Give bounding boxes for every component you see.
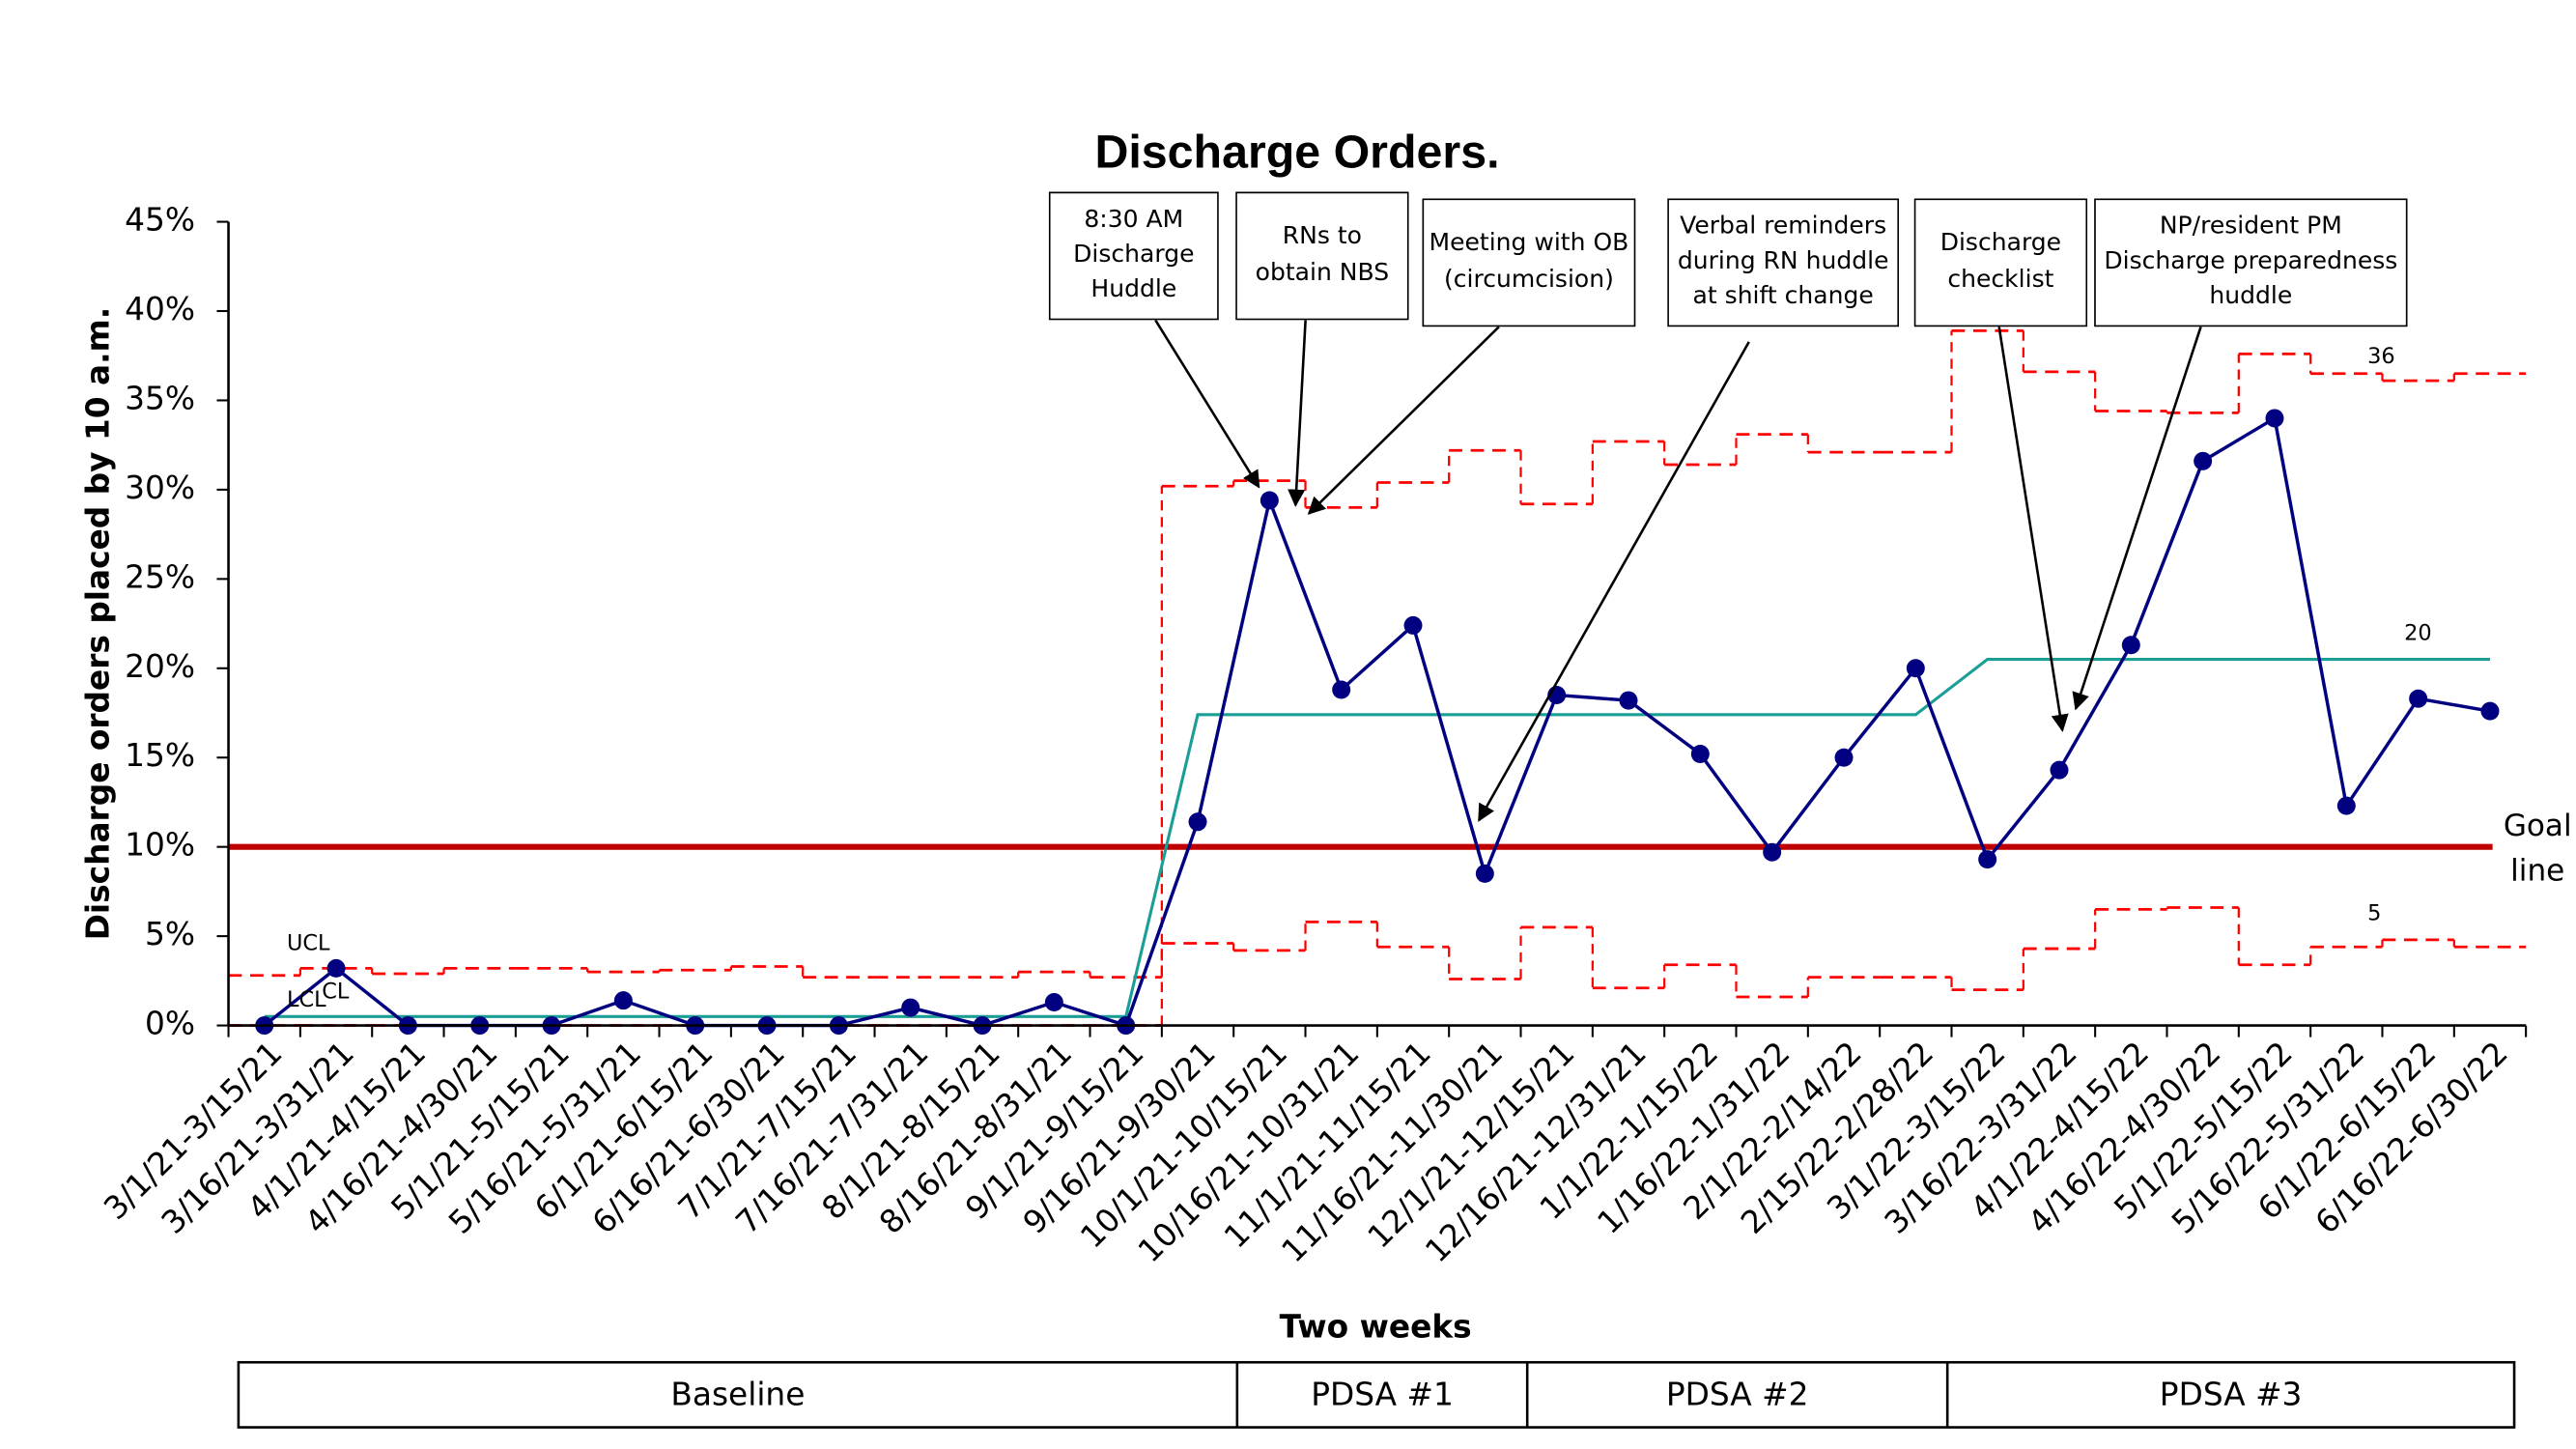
callout-frame: RNs to obtain NBS [1235,191,1409,321]
callout-arrow [2072,326,2202,711]
data-point [1332,680,1351,699]
callout-arrow [1288,320,1307,507]
data-point [1475,864,1494,883]
data-point [1834,748,1854,767]
callout-frame: NP/resident PM Discharge preparedness hu… [2094,198,2408,327]
data-point [1619,691,1638,710]
phase-label: PDSA #2 [1666,1377,1809,1413]
phase-label: Baseline [670,1377,805,1413]
y-tick-label: 10% [125,827,195,864]
y-tick-label: 35% [125,380,195,416]
line-label: LCL [287,987,326,1012]
line-label: 36 [2367,344,2395,369]
data-line [263,415,2491,1028]
y-tick-label: 5% [145,916,195,952]
callout-frame: 8:30 AM Discharge Huddle [1048,191,1219,321]
chart-title: Discharge Orders. [1094,126,1499,178]
line-label: 5 [2367,900,2381,925]
callout-arrow [1154,319,1260,489]
data-point [613,991,633,1010]
y-tick-label: 15% [125,737,195,774]
callout: 8:30 AM Discharge Huddle [1048,191,1219,321]
callout-frame: Verbal reminders during RN huddle at shi… [1667,198,1900,327]
data-point [326,958,346,978]
y-tick-label: 25% [125,558,195,595]
callout-frame: Discharge checklist [1913,198,2088,327]
data-point [1978,850,1997,869]
data-point [1260,491,1279,510]
data-point [2050,760,2069,780]
y-tick-label: 20% [125,648,195,685]
callout-frame: Meeting with OB (circumcision) [1422,198,1636,327]
y-tick-label: 0% [145,1006,195,1042]
data-point [1690,745,1710,764]
phase-label: PDSA #3 [2160,1377,2303,1413]
callout-arrow [1307,326,1500,515]
phase-table [237,1360,2516,1429]
goal-label-frame: Goal line [2503,808,2572,889]
y-axis-label: Discharge orders placed by 10 a.m. [80,307,117,940]
callout: Discharge checklist [1913,198,2088,327]
callout: Meeting with OB (circumcision) [1422,198,1636,327]
data-point [1403,615,1423,635]
callout-arrow [1478,341,1750,822]
data-point [1906,659,1925,678]
data-point [1188,812,1207,832]
callout: Verbal reminders during RN huddle at shi… [1667,198,1900,327]
phase-label: PDSA #1 [1311,1377,1454,1413]
center-line [264,657,2490,1018]
line-label: 20 [2404,620,2432,645]
callout-arrow [1997,327,2069,732]
y-tick-label: 45% [125,202,195,239]
callout: NP/resident PM Discharge preparedness hu… [2094,198,2408,327]
y-tick-label: 40% [125,291,195,327]
data-point [901,998,920,1017]
data-point [1763,842,1782,862]
x-axis-label: Two weeks [1280,1309,1472,1346]
data-point [2480,701,2500,721]
goal-label: Goal line [2503,808,2572,889]
data-point [2265,409,2284,428]
line-label: UCL [287,930,330,955]
data-point [2194,451,2213,470]
data-point [2409,689,2428,708]
data-point [2121,636,2140,655]
data-point [1044,993,1063,1012]
line-label: CL [322,980,350,1005]
data-point [2336,796,2356,815]
callout: RNs to obtain NBS [1235,191,1409,321]
y-tick-label: 30% [125,469,195,506]
